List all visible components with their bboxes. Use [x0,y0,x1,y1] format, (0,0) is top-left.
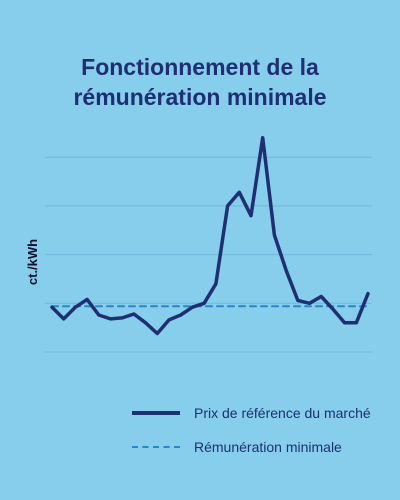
chart-title-line-1: Fonctionnement de la [81,54,319,80]
legend-item-minimum-remuneration: Rémunération minimale [132,436,371,458]
legend-label-market-price: Prix de référence du marché [194,405,371,421]
legend-swatch-solid [132,411,180,415]
chart-title: Fonctionnement de la rémunération minima… [0,52,400,112]
legend-item-market-price: Prix de référence du marché [132,402,371,424]
legend: Prix de référence du marché Rémunération… [132,402,371,470]
legend-label-minimum-remuneration: Rémunération minimale [194,439,342,455]
series-line-market-price [50,135,370,336]
legend-swatch-dashed [132,446,180,448]
y-axis-label: ct./kWh [25,239,40,285]
gridlines [45,156,372,353]
series-layer [50,135,370,336]
chart-title-line-2: rémunération minimale [73,84,327,110]
